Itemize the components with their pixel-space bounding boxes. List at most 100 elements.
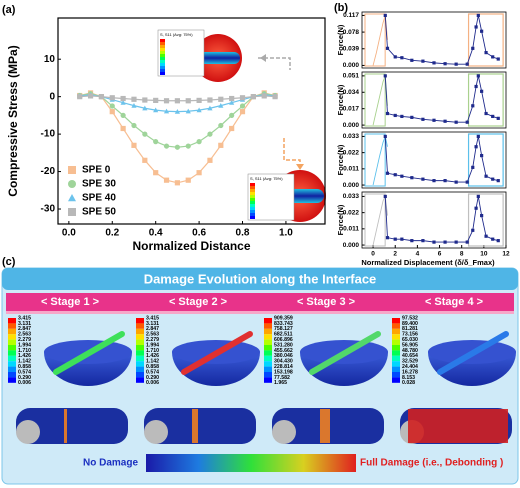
marker	[491, 237, 495, 241]
colorbar-band	[136, 361, 144, 367]
marker	[443, 119, 447, 123]
marker	[471, 46, 475, 50]
colorbar-band	[392, 361, 400, 367]
x-tick-label: 0.8	[236, 228, 250, 239]
damage-band	[192, 409, 198, 443]
colorbar-label: 89.400	[402, 321, 418, 327]
colorbar-label: 2.563	[146, 332, 159, 338]
colorbar-label: 380.046	[274, 353, 293, 359]
panel-c-title: Damage Evolution along the Interface	[144, 271, 377, 286]
panel-label: (a)	[2, 4, 16, 16]
colorbar-band	[136, 377, 144, 383]
inset-colorbar	[160, 42, 165, 45]
interface-tube	[16, 408, 128, 444]
colorbar-label: 758.127	[274, 326, 293, 332]
marker	[410, 58, 414, 62]
stage-label: < Stage 1 >	[41, 296, 99, 308]
colorbar-label: 97.532	[402, 315, 418, 321]
marker	[496, 179, 500, 183]
y-axis-label: Force(N)	[336, 204, 345, 235]
colorbar-label: 1.426	[146, 353, 159, 359]
colorbar-band	[392, 334, 400, 340]
y-axis-label: Force(N)	[336, 24, 345, 55]
marker	[120, 100, 126, 105]
marker	[229, 100, 235, 105]
marker	[229, 125, 235, 132]
fiber	[309, 331, 381, 375]
panel-c-frame	[1, 267, 519, 485]
marker	[239, 95, 246, 101]
colorbar-label: 24.404	[402, 364, 418, 370]
colorbar-label: 455.662	[274, 348, 293, 354]
colorbar-label: 65.030	[402, 337, 418, 343]
marker	[218, 103, 224, 108]
marker	[109, 95, 115, 101]
marker	[484, 174, 488, 178]
marker	[218, 122, 224, 129]
marker	[185, 108, 191, 114]
inset-colorbar	[250, 192, 255, 195]
x-tick-label: 0	[371, 251, 375, 258]
highlight-box	[467, 193, 504, 247]
colorbar-band	[136, 355, 144, 362]
colorbar-band	[264, 323, 272, 329]
x-tick-label: 8	[460, 251, 464, 258]
marker	[131, 96, 137, 102]
marker	[400, 237, 404, 241]
colorbar-label: 228.814	[274, 364, 293, 370]
marker	[421, 177, 425, 181]
y-tick-label: 0.033	[343, 193, 360, 200]
colorbar-band	[264, 355, 272, 362]
y-axis-label: Force(N)	[336, 144, 345, 175]
y-tick-label: 0.078	[343, 29, 360, 36]
marker	[207, 157, 213, 163]
plot-frame	[361, 191, 507, 249]
y-tick-label: 0.017	[343, 105, 360, 112]
colorbar-band	[136, 372, 144, 378]
marker	[496, 239, 500, 243]
x-tick-label: 12	[502, 251, 510, 258]
marker	[432, 179, 436, 183]
damage-band	[64, 409, 67, 443]
marker	[474, 84, 478, 89]
marker	[207, 131, 213, 137]
y-tick-label: 0.022	[343, 149, 360, 156]
inset-colorbar	[160, 51, 165, 54]
marker	[185, 98, 191, 104]
colorbar-band	[392, 372, 400, 378]
colorbar-label: 16.278	[402, 369, 418, 375]
colorbar-label: 1.426	[18, 353, 31, 359]
colorbar-band	[392, 339, 400, 345]
legend-label: SPE 0	[82, 165, 111, 176]
marker	[229, 112, 235, 118]
marker	[491, 55, 495, 59]
colorbar-label: 77.582	[274, 375, 290, 381]
panel-label: (b)	[334, 2, 348, 14]
y-axis-label: Force(N)	[336, 84, 345, 115]
colorbar-band	[264, 339, 272, 345]
marker	[491, 114, 495, 119]
marker	[196, 170, 202, 176]
marker	[185, 143, 191, 149]
tube-core	[16, 420, 40, 444]
colorbar-label: 0.290	[18, 375, 31, 381]
y-tick-label: -20	[41, 166, 56, 177]
inset-colorbar	[160, 57, 165, 60]
marker	[131, 142, 137, 148]
plot-frame	[361, 11, 507, 69]
colorbar-band	[136, 328, 144, 335]
inset-legend-box	[247, 173, 295, 221]
marker	[239, 103, 246, 109]
marker	[142, 131, 148, 137]
colorbar-band	[264, 361, 272, 367]
inset-colorbar	[250, 195, 255, 198]
marker	[432, 61, 436, 65]
colorbar-label: 3.131	[146, 321, 159, 327]
colorbar-band	[136, 323, 144, 329]
marker	[185, 177, 191, 183]
colorbar-band	[8, 323, 16, 329]
y-tick-label: 0.000	[343, 62, 360, 69]
highlight-box	[364, 193, 386, 247]
x-tick-label: 4	[416, 251, 420, 258]
colorbar-band	[136, 366, 144, 372]
